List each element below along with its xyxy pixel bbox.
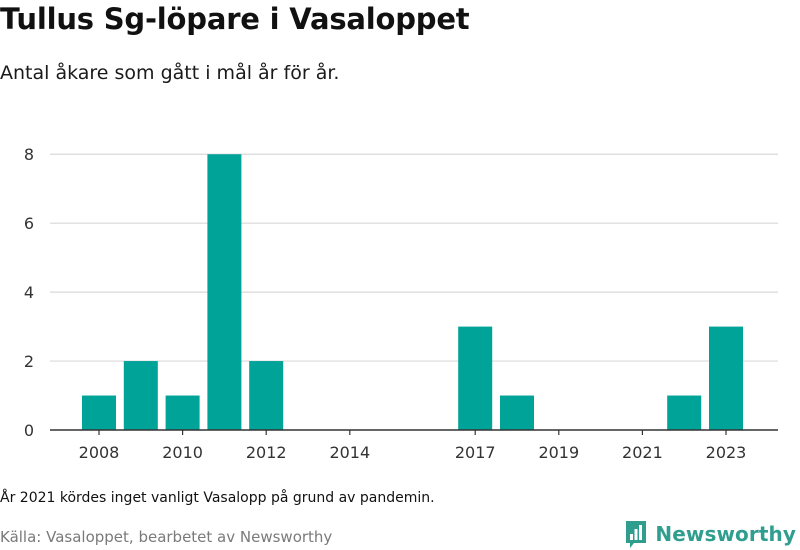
bar-2009 [123, 361, 158, 430]
y-tick-label: 6 [24, 214, 34, 233]
chart-title: Tullus Sg-löpare i Vasaloppet [0, 2, 470, 36]
x-tick-label: 2023 [706, 443, 747, 462]
bar-2017 [458, 326, 493, 430]
brand-name: Newsworthy [655, 522, 796, 546]
grid-lines [50, 153, 778, 362]
y-axis-ticks: 0 2 4 6 8 [24, 145, 34, 440]
x-tick-label: 2017 [455, 443, 496, 462]
bar-2010 [165, 395, 200, 430]
x-tick-label: 2014 [329, 443, 370, 462]
y-tick-label: 8 [24, 145, 34, 164]
newsworthy-logo-icon [626, 521, 647, 548]
bar-2018 [500, 395, 534, 430]
bar-chart: 0 2 4 6 8 2008 2010 2012 2014 2017 2019 2021 2023 [24, 145, 778, 462]
bar-2012 [249, 361, 284, 430]
x-tick-label: 2008 [79, 443, 120, 462]
x-tick-label: 2012 [246, 443, 287, 462]
y-tick-label: 2 [24, 352, 34, 371]
chart-subtitle: Antal åkare som gått i mål år för år. [0, 62, 340, 84]
source-credit: Källa: Vasaloppet, bearbetet av Newswort… [0, 528, 333, 546]
bars [82, 154, 743, 430]
brand-logo[interactable]: Newsworthy [624, 519, 796, 549]
x-tick-label: 2010 [162, 443, 203, 462]
x-tick-label: 2019 [538, 443, 579, 462]
bar-2011 [207, 154, 242, 430]
footnote: År 2021 kördes inget vanligt Vasalopp på… [0, 490, 435, 506]
bar-2023 [709, 326, 743, 430]
y-tick-label: 0 [24, 421, 34, 440]
bar-2008 [82, 395, 116, 430]
bar-2022 [667, 395, 702, 430]
x-tick-label: 2021 [622, 443, 663, 462]
y-tick-label: 4 [24, 283, 34, 302]
x-axis-ticks: 2008 2010 2012 2014 2017 2019 2021 2023 [79, 430, 747, 462]
